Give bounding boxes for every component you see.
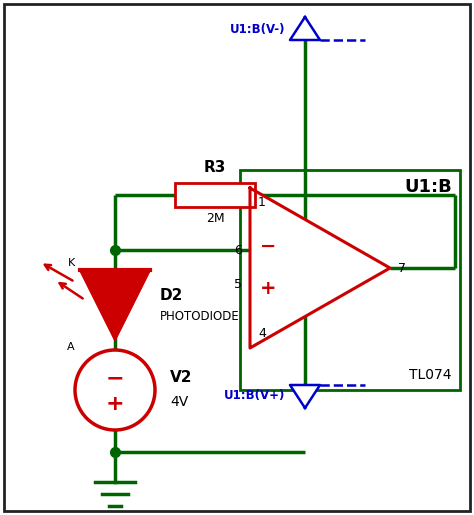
Text: −: − — [106, 368, 124, 388]
Polygon shape — [80, 270, 150, 340]
Polygon shape — [290, 385, 320, 408]
Text: K: K — [68, 258, 75, 268]
Text: −: − — [260, 236, 276, 255]
Text: R3: R3 — [204, 160, 226, 175]
Text: A: A — [67, 342, 75, 352]
Text: 4: 4 — [258, 327, 266, 340]
Text: 1: 1 — [258, 196, 266, 209]
Text: TL074: TL074 — [410, 368, 452, 382]
Text: 5: 5 — [234, 279, 242, 291]
Text: U1:B: U1:B — [404, 178, 452, 196]
Text: PHOTODIODE: PHOTODIODE — [160, 311, 240, 323]
Text: 2M: 2M — [206, 212, 224, 225]
Bar — [240, 170, 460, 390]
Text: V2: V2 — [170, 370, 192, 386]
Polygon shape — [250, 188, 390, 348]
Text: U1:B(V+): U1:B(V+) — [224, 388, 285, 402]
Text: U1:B(V-): U1:B(V-) — [229, 24, 285, 37]
Text: 4V: 4V — [170, 395, 188, 409]
Text: +: + — [260, 279, 276, 298]
Text: 7: 7 — [398, 262, 406, 274]
Text: 6: 6 — [234, 244, 242, 256]
Polygon shape — [290, 17, 320, 40]
Circle shape — [75, 350, 155, 430]
Text: +: + — [106, 394, 124, 414]
Text: D2: D2 — [160, 287, 183, 302]
Bar — [175, 183, 255, 207]
